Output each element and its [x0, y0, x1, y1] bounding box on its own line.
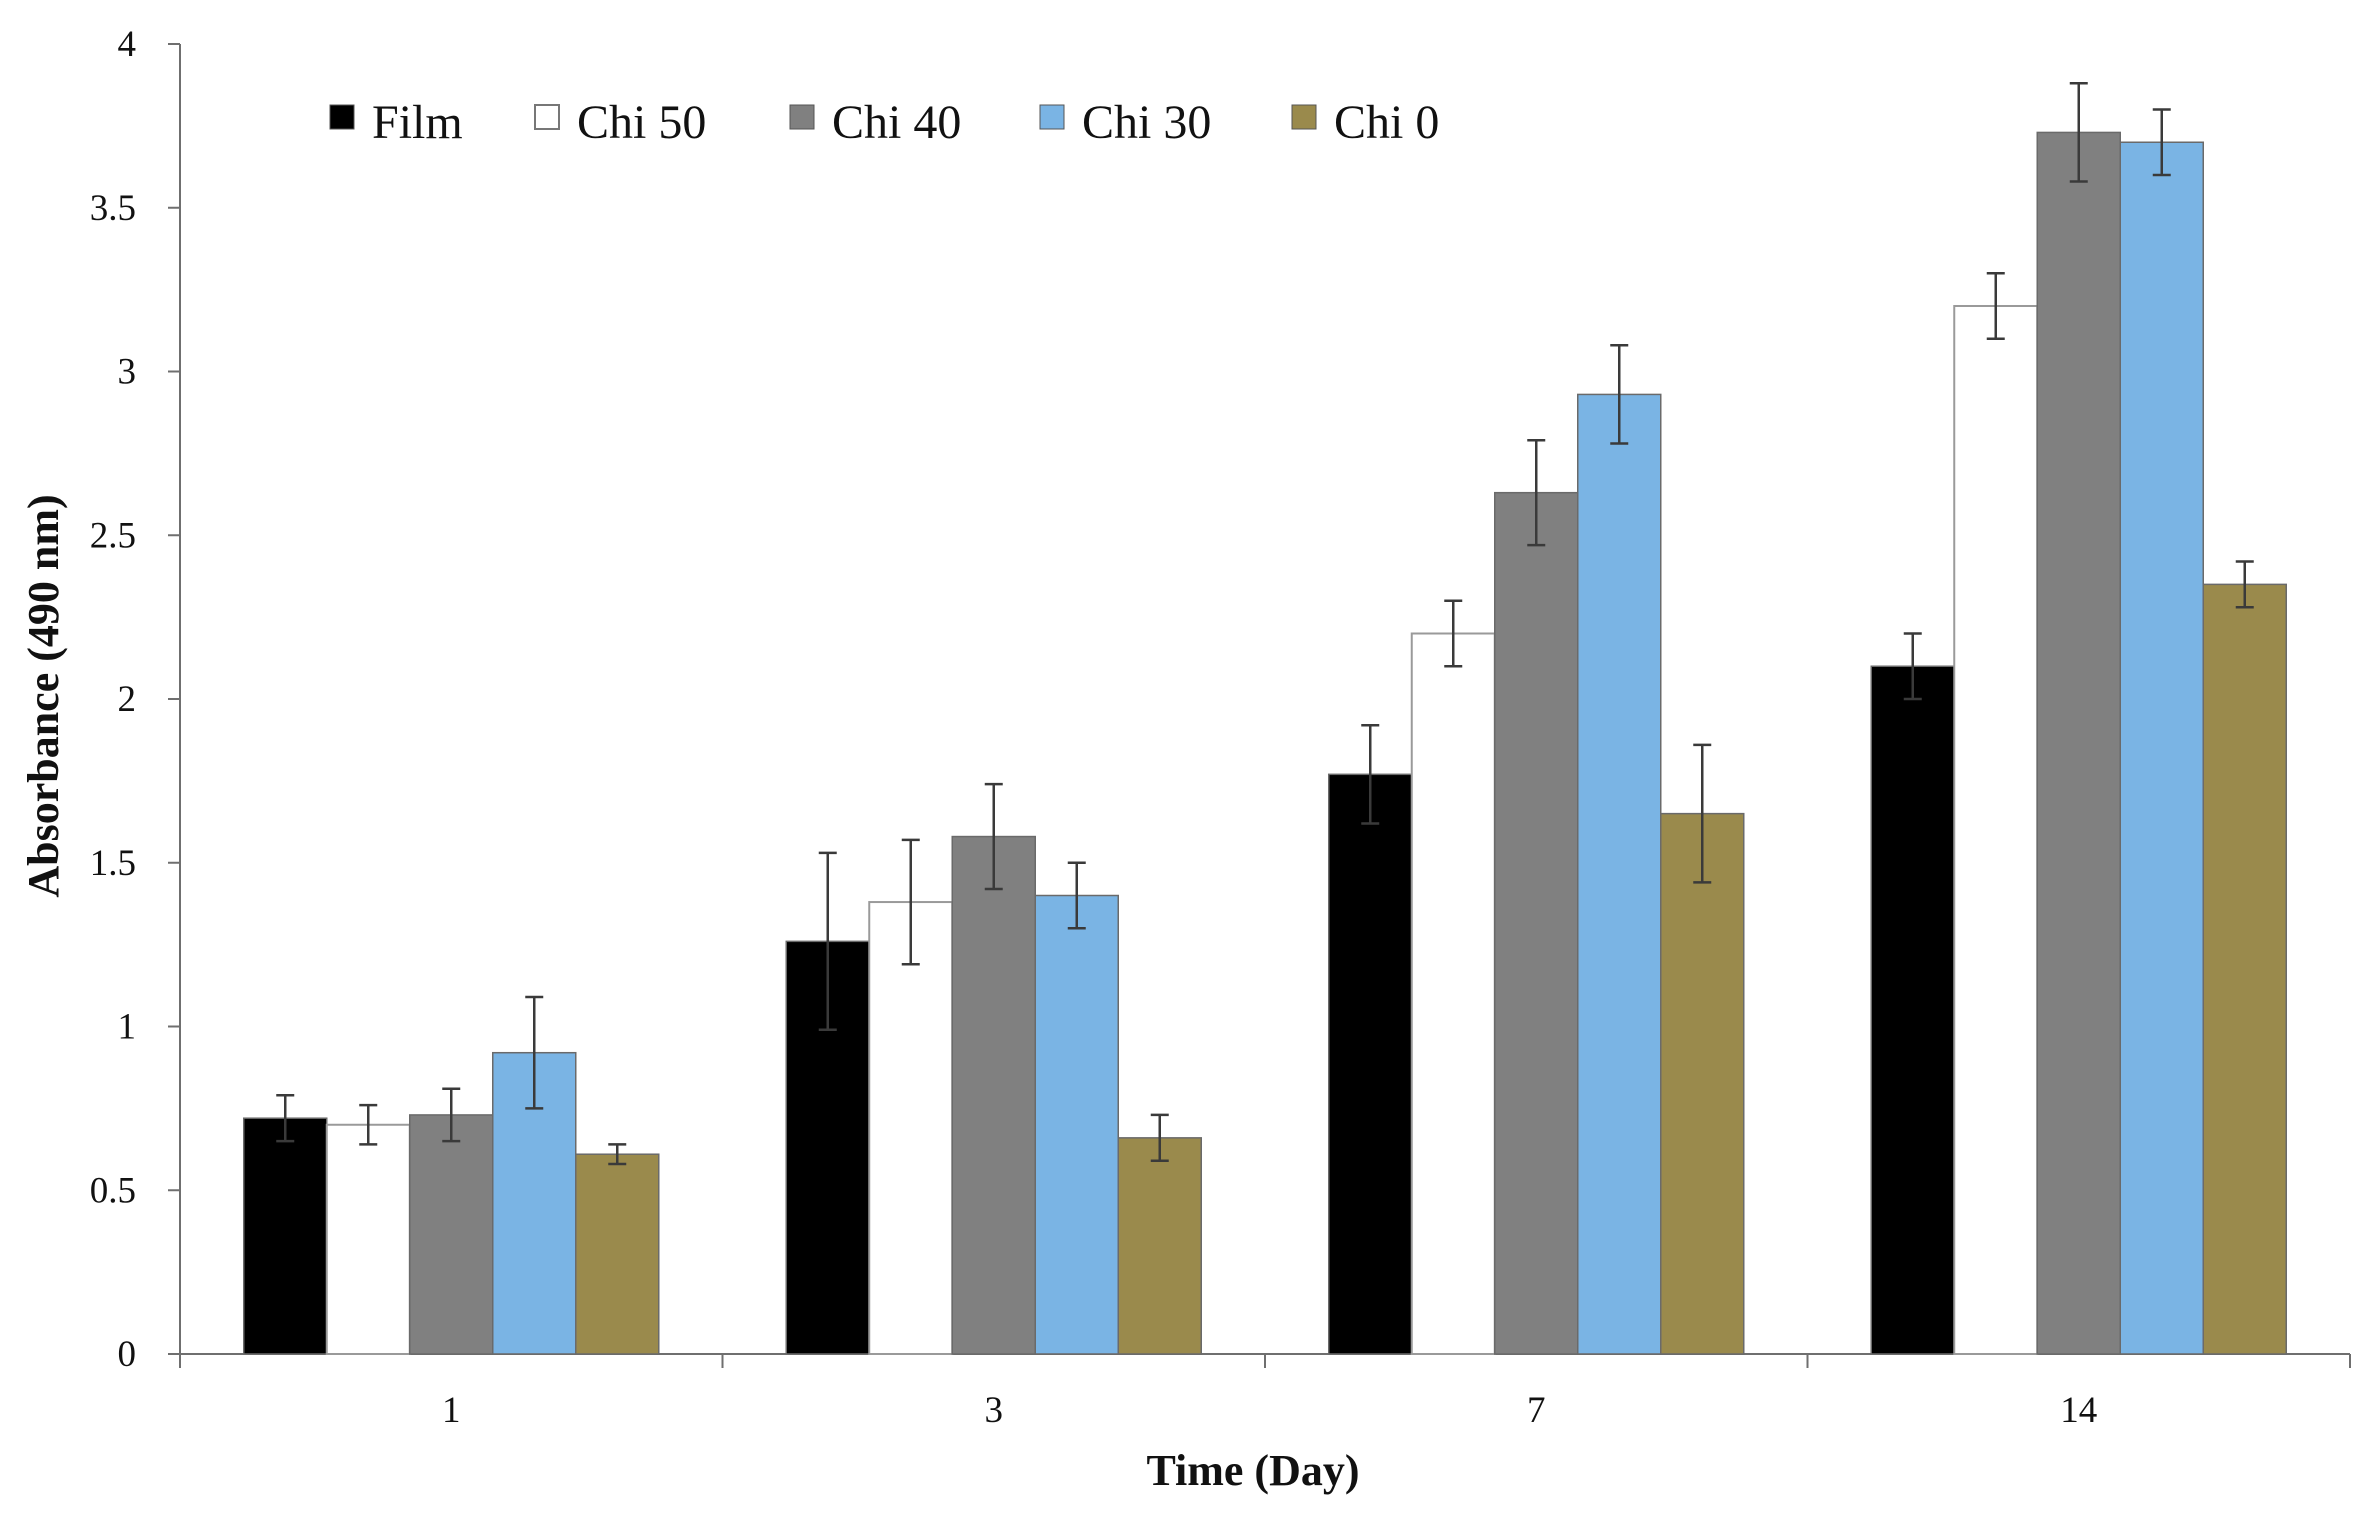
legend-label: Film: [372, 96, 463, 149]
y-tick-label: 1.5: [90, 843, 136, 884]
y-tick-label: 3: [118, 352, 137, 393]
bar: [1117, 1137, 1202, 1355]
x-tick-label: 14: [2060, 1390, 2097, 1431]
bar: [243, 1117, 328, 1355]
bar: [951, 835, 1036, 1355]
y-axis-title: Absorbance (490 nm): [19, 494, 68, 897]
y-tick-label: 2: [118, 679, 137, 720]
bar: [1660, 812, 1745, 1355]
x-tick-label: 7: [1527, 1390, 1546, 1431]
bar: [1953, 305, 2039, 1355]
legend-swatch: [1039, 104, 1065, 130]
tick-labels: 0 0.5 1 1.5 2 2.5 3 3.5 4 1 3 7 14: [90, 24, 2098, 1431]
bar: [325, 1123, 411, 1355]
bar: [2202, 583, 2287, 1355]
x-tick-label: 3: [985, 1390, 1004, 1431]
legend-label: Chi 0: [1334, 96, 1439, 149]
bar: [1870, 665, 1955, 1355]
bar: [575, 1153, 660, 1355]
x-tick-label: 1: [442, 1390, 461, 1431]
y-tick-label: 3.5: [90, 188, 136, 229]
bar: [868, 901, 954, 1355]
bar: [1494, 491, 1579, 1355]
bar: [1577, 393, 1662, 1355]
bars: [243, 131, 2287, 1355]
bar: [1034, 894, 1119, 1355]
error-bars: [276, 82, 2254, 1166]
x-axis-title: Time (Day): [1146, 1446, 1359, 1495]
y-tick-label: 0: [118, 1334, 137, 1375]
y-tick-label: 4: [118, 24, 137, 65]
legend: Film Chi 50 Chi 40 Chi 30 Chi 0: [329, 96, 1439, 149]
legend-label: Chi 40: [832, 96, 961, 149]
bar: [2036, 131, 2121, 1355]
legend-swatch: [789, 104, 815, 130]
y-tick-label: 0.5: [90, 1170, 136, 1211]
legend-swatch: [534, 104, 560, 130]
bar: [409, 1114, 494, 1355]
legend-swatch: [329, 104, 355, 130]
bar: [2119, 141, 2204, 1355]
bar: [1410, 632, 1496, 1355]
legend-label: Chi 30: [1082, 96, 1211, 149]
y-tick-label: 2.5: [90, 515, 136, 556]
bar: [1328, 773, 1413, 1355]
legend-swatch: [1291, 104, 1317, 130]
y-tick-label: 1: [118, 1007, 137, 1048]
legend-label: Chi 50: [577, 96, 706, 149]
